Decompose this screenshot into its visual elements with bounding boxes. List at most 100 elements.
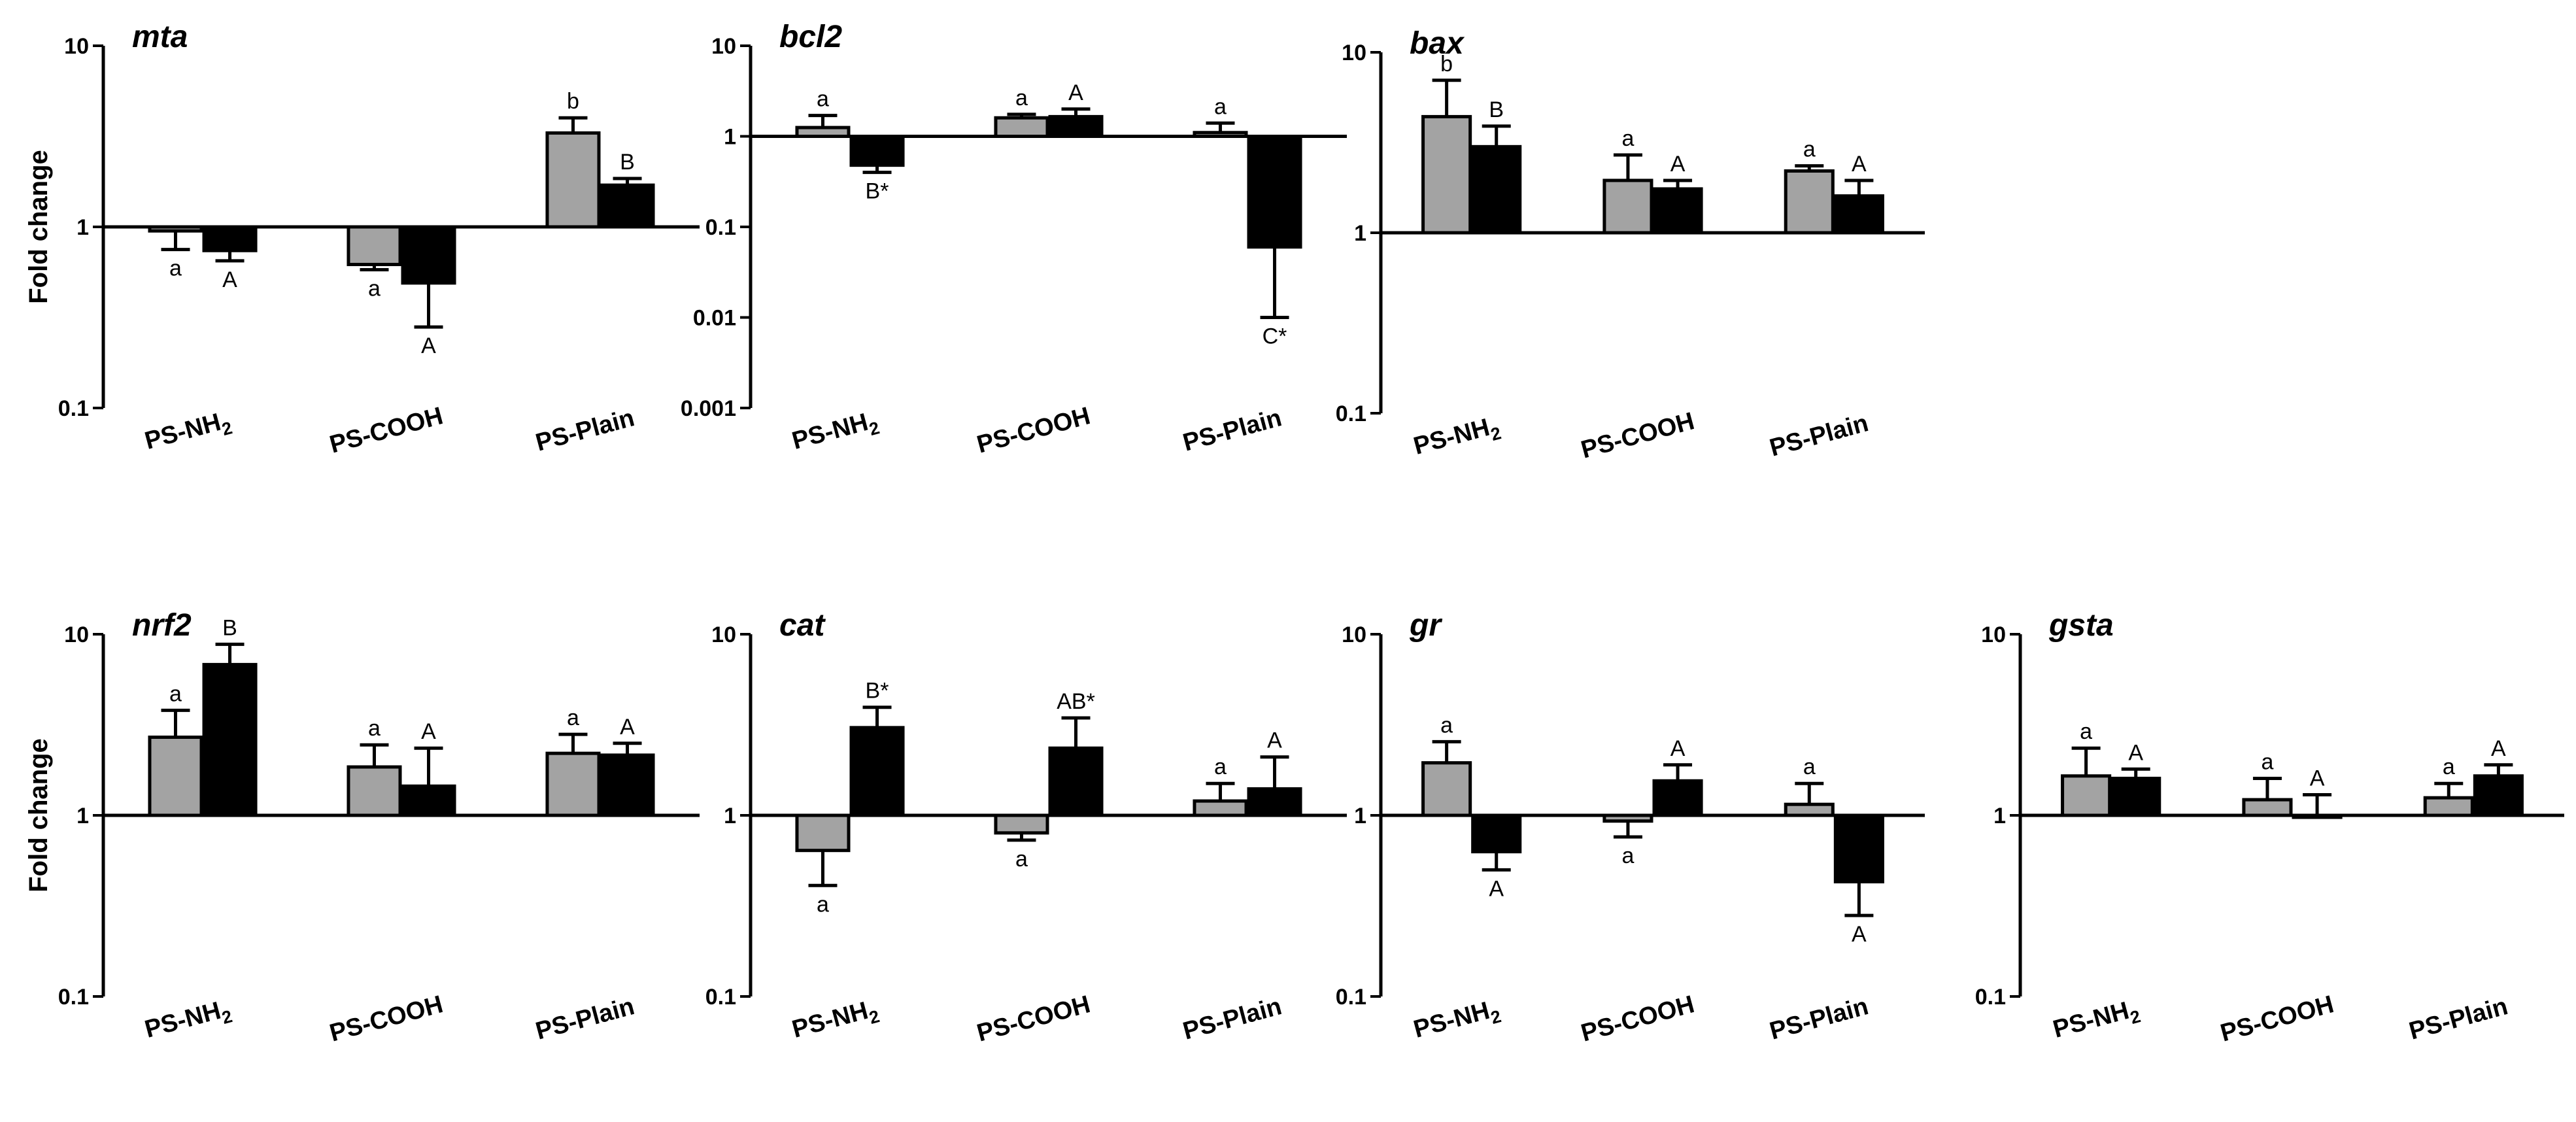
significance-label: a	[2261, 749, 2273, 774]
bar-gray-1	[994, 813, 1049, 835]
bar-black-0	[202, 662, 258, 817]
bar-black-1	[401, 784, 456, 817]
panel-title: gsta	[2048, 608, 2114, 643]
significance-label: A	[1670, 152, 1686, 177]
panel-title: gr	[1409, 608, 1442, 643]
x-tick-label: PS-Plain	[533, 993, 637, 1045]
x-tick-label: PS-NH2	[142, 994, 234, 1048]
y-tick-label: 10	[64, 34, 89, 59]
x-tick-label: PS-COOH	[327, 402, 446, 458]
x-tick-label: PS-NH2	[142, 406, 234, 460]
y-tick-label: 1	[1993, 804, 2006, 828]
x-tick-label: PS-NH2	[2050, 994, 2143, 1048]
bar-black-0	[849, 135, 905, 167]
y-tick-label: 0.1	[58, 396, 89, 421]
significance-label: a	[169, 256, 182, 281]
significance-label: a	[817, 87, 829, 112]
bar-gray-2	[1193, 131, 1248, 139]
significance-label: B*	[866, 179, 889, 204]
x-tick-label: PS-COOH	[2218, 991, 2337, 1047]
x-tick-label: PS-COOH	[327, 991, 446, 1047]
bar-gray-0	[1421, 761, 1472, 817]
y-tick-label: 10	[711, 34, 736, 59]
significance-label: A	[1852, 152, 1867, 177]
significance-label: a	[817, 892, 829, 917]
bar-black-1	[1652, 187, 1703, 235]
significance-label: a	[567, 706, 579, 730]
y-tick-label: 0.1	[705, 985, 736, 1010]
bar-black-1	[2292, 813, 2343, 819]
significance-label: A	[2128, 740, 2143, 765]
significance-label: a	[1621, 126, 1634, 151]
bar-black-0	[1471, 144, 1522, 235]
y-tick-label: 10	[711, 622, 736, 647]
bar-gray-2	[2423, 796, 2474, 817]
bar-black-0	[2110, 776, 2161, 817]
bar-gray-0	[795, 126, 851, 138]
y-tick-label: 0.1	[58, 985, 89, 1010]
bar-black-2	[600, 183, 655, 229]
y-tick-label: 1	[1354, 221, 1366, 246]
y-tick-label: 10	[64, 622, 89, 647]
bar-gray-1	[347, 225, 402, 267]
bar-gray-2	[545, 131, 601, 229]
significance-label: b	[567, 89, 579, 114]
x-tick-label: PS-Plain	[1180, 993, 1285, 1045]
y-axis-label: Fold change	[24, 150, 53, 304]
significance-label: A	[1068, 80, 1083, 105]
x-tick-label: PS-COOH	[1578, 991, 1697, 1047]
bar-gray-0	[2061, 774, 2112, 817]
panel-gsta: 0.1 1 10 gsta a A PS-NH2 a A PS-COOH a A PS-Plain	[1975, 608, 2564, 1048]
significance-label: B	[620, 150, 635, 175]
bar-gray-2	[1784, 802, 1835, 817]
x-tick-label: PS-Plain	[1767, 993, 1871, 1045]
y-tick-label: 1	[76, 215, 89, 240]
significance-label: a	[1621, 843, 1634, 868]
bar-gray-2	[545, 751, 601, 817]
significance-label: A	[421, 333, 436, 358]
significance-label: a	[1803, 755, 1816, 779]
bar-gray-2	[1193, 799, 1248, 817]
y-tick-label: 0.1	[705, 215, 736, 240]
panel-title: mta	[132, 20, 188, 54]
bar-black-2	[600, 753, 655, 817]
bar-gray-1	[994, 116, 1049, 139]
bar-gray-1	[1602, 178, 1653, 235]
bar-black-2	[2473, 774, 2524, 817]
bar-black-1	[1048, 114, 1104, 139]
significance-label: a	[2443, 755, 2455, 779]
bar-gray-0	[148, 736, 203, 817]
x-tick-label: PS-NH2	[1411, 994, 1503, 1048]
bar-black-2	[1247, 787, 1302, 817]
significance-label: A	[1852, 922, 1867, 947]
significance-label: B	[1489, 97, 1504, 122]
significance-label: a	[1015, 86, 1028, 110]
significance-label: a	[1214, 94, 1227, 119]
significance-label: a	[1015, 847, 1028, 872]
significance-label: a	[1214, 755, 1227, 779]
x-tick-label: PS-NH2	[1411, 411, 1503, 465]
x-tick-label: PS-NH2	[789, 994, 881, 1048]
significance-label: A	[1670, 736, 1686, 761]
panel-mta: 0.1 1 10 mta Fold change a A PS-NH2 a A PS-COOH b B P…	[24, 20, 700, 460]
significance-label: b	[1440, 52, 1453, 76]
y-tick-label: 10	[1342, 622, 1366, 647]
panel-nrf2: 0.1 1 10 nrf2 Fold change a B PS-NH2 a A PS-COOH a A…	[24, 608, 700, 1048]
bar-gray-1	[1602, 813, 1653, 823]
panel-title: cat	[779, 608, 826, 643]
y-tick-label: 10	[1981, 622, 2006, 647]
significance-label: A	[421, 719, 436, 744]
significance-label: A	[1267, 728, 1282, 753]
panel-title: nrf2	[132, 608, 192, 643]
y-tick-label: 0.001	[681, 396, 736, 421]
significance-label: B*	[866, 679, 889, 704]
significance-label: AB*	[1057, 689, 1095, 714]
x-tick-label: PS-Plain	[2406, 993, 2511, 1045]
significance-label: A	[222, 267, 237, 292]
bar-black-1	[1652, 779, 1703, 817]
panel-title: bax	[1410, 26, 1465, 61]
y-tick-label: 1	[1354, 804, 1366, 828]
significance-label: A	[1489, 876, 1504, 901]
y-tick-label: 0.1	[1975, 985, 2006, 1010]
